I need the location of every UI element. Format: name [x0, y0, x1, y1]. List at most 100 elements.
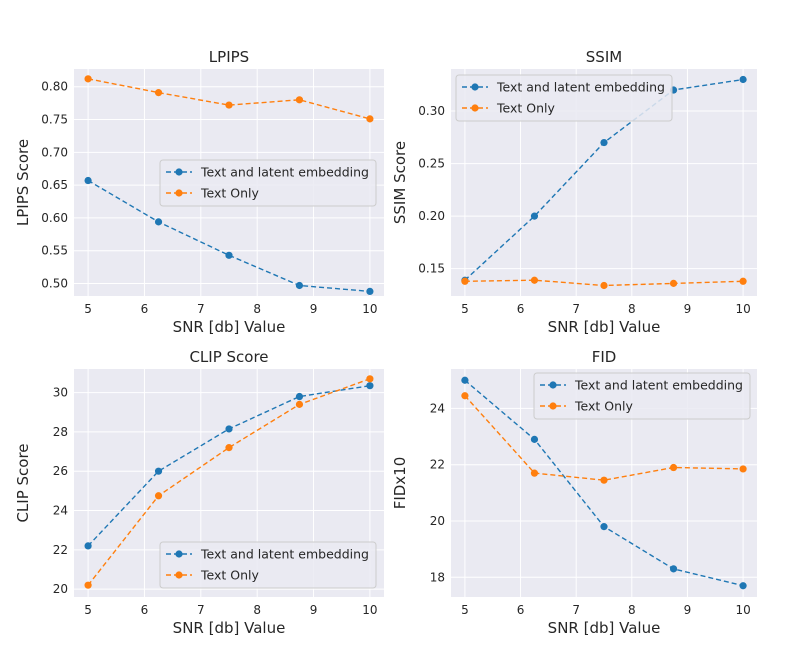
- clip-score-x-tick-label: 6: [141, 603, 149, 617]
- clip-score-text-and-latent-point: [154, 467, 163, 475]
- clip-score-x-axis-label: SNR [db] Value: [173, 619, 286, 637]
- clip-score-text-and-latent-point: [366, 382, 374, 390]
- ssim-legend-text-and-latent-label: Text and latent embedding: [496, 80, 665, 95]
- clip-score-legend-text-only-swatch-marker: [175, 571, 183, 579]
- lpips-x-tick-label: 10: [362, 302, 377, 316]
- lpips-text-only-point: [84, 75, 92, 83]
- fid-x-tick-label: 10: [735, 603, 750, 617]
- lpips-y-tick-label: 0.55: [41, 244, 68, 258]
- fid-x-tick-label: 8: [628, 603, 636, 617]
- clip-score-text-only-point: [295, 400, 304, 408]
- fid-text-and-latent-point: [600, 523, 608, 531]
- plot-clip-score: 5 6 7 8 9 10 20 22 24 26 28 30 CLIP Score SNR [db] Va…: [14, 348, 384, 637]
- ssim-y-tick-label: 0.15: [418, 262, 445, 276]
- ssim-text-only-point: [461, 277, 469, 285]
- fid-text-only-line: [464, 395, 744, 481]
- ssim-y-tick-label: 0.20: [418, 209, 445, 223]
- fid-text-only-point: [669, 463, 678, 472]
- clip-score-legend-text-and-latent-label: Text and latent embedding: [200, 547, 369, 562]
- clip-score-text-and-latent-point: [84, 542, 92, 550]
- clip-score-y-tick-label: 28: [53, 425, 68, 439]
- ssim-x-tick-label: 9: [684, 302, 692, 316]
- lpips-y-axis-label: LPIPS Score: [14, 139, 32, 226]
- fid-x-tick-label: 6: [517, 603, 525, 617]
- ssim-text-only-point: [669, 279, 678, 287]
- fid-title: FID: [592, 348, 617, 366]
- fid-legend-frame: [533, 372, 751, 420]
- clip-score-y-tick-label: 24: [53, 504, 68, 518]
- fid-text-only-point: [461, 392, 469, 400]
- plot-lpips: 5 6 7 8 9 10 0.50 0.55 0.60 0.65 0.70 0.75 0.80 LPIPS…: [14, 48, 384, 336]
- lpips-y-tick-label: 0.70: [41, 145, 68, 159]
- fid-legend-text-and-latent-swatch-marker: [549, 381, 557, 389]
- fid-y-tick-label: 22: [430, 458, 445, 472]
- lpips-text-and-latent-point: [225, 251, 233, 259]
- lpips-y-tick-label: 0.50: [41, 277, 68, 291]
- fid-text-and-latent-point: [461, 376, 469, 384]
- ssim-x-tick-label: 10: [735, 302, 750, 316]
- ssim-text-only-point: [530, 276, 539, 284]
- lpips-legend-frame: [159, 159, 377, 207]
- ssim-legend: Text and latent embedding Text Only: [455, 74, 673, 122]
- fid-text-only-point: [739, 465, 747, 473]
- clip-score-x-tick-label: 5: [84, 603, 92, 617]
- clip-score-y-axis-label: CLIP Score: [14, 443, 32, 522]
- lpips-legend-text-only-label: Text Only: [200, 186, 259, 201]
- ssim-legend-frame: [455, 74, 673, 122]
- clip-score-text-and-latent-point: [295, 392, 304, 401]
- clip-score-y-tick-label: 26: [53, 464, 68, 478]
- lpips-legend-text-and-latent-swatch-marker: [175, 168, 183, 176]
- lpips-text-only-point: [154, 89, 163, 97]
- clip-score-y-tick-label: 30: [53, 386, 68, 400]
- lpips-x-tick-label: 6: [141, 302, 149, 316]
- ssim-title: SSIM: [586, 48, 622, 66]
- ssim-text-and-latent-point: [600, 138, 608, 147]
- lpips-legend: Text and latent embedding Text Only: [159, 159, 377, 207]
- fid-legend-text-and-latent-label: Text and latent embedding: [574, 378, 743, 393]
- ssim-legend-text-only-swatch-marker: [471, 104, 479, 112]
- fid-x-tick-label: 7: [572, 603, 580, 617]
- lpips-text-and-latent-point: [366, 287, 374, 296]
- clip-score-text-only-point: [366, 375, 374, 383]
- clip-score-x-tick-label: 7: [197, 603, 205, 617]
- plot-ssim: 5 6 7 8 9 10 0.15 0.20 0.25 0.30 SSIM SNR [db] Valu…: [391, 48, 757, 336]
- ssim-x-tick-label: 5: [461, 302, 469, 316]
- fid-text-and-latent-point: [739, 582, 747, 590]
- fid-y-tick-label: 18: [430, 570, 445, 584]
- lpips-text-and-latent-line: [87, 179, 370, 293]
- lpips-x-tick-label: 9: [310, 302, 318, 316]
- clip-score-legend-text-and-latent-swatch-marker: [175, 550, 183, 558]
- fid-text-only-point: [530, 469, 539, 477]
- clip-score-text-and-latent-point: [225, 425, 233, 433]
- ssim-y-tick-label: 0.30: [418, 104, 445, 118]
- lpips-text-and-latent-point: [154, 218, 163, 226]
- lpips-legend-text-and-latent-label: Text and latent embedding: [200, 165, 369, 180]
- lpips-x-axis-label: SNR [db] Value: [173, 318, 286, 336]
- lpips-y-tick-label: 0.65: [41, 178, 68, 192]
- lpips-text-and-latent-point: [84, 176, 92, 185]
- fid-legend: Text and latent embedding Text Only: [533, 372, 751, 420]
- ssim-x-tick-label: 8: [628, 302, 636, 316]
- ssim-x-tick-label: 6: [517, 302, 525, 316]
- lpips-title: LPIPS: [209, 48, 249, 66]
- fid-x-tick-label: 5: [461, 603, 469, 617]
- clip-score-legend-text-only-label: Text Only: [200, 568, 259, 583]
- clip-score-legend: Text and latent embedding Text Only: [159, 541, 377, 589]
- ssim-y-axis-label: SSIM Score: [391, 141, 409, 224]
- lpips-y-tick-label: 0.60: [41, 211, 68, 225]
- clip-score-y-tick-label: 22: [53, 543, 68, 557]
- fid-x-axis-label: SNR [db] Value: [548, 619, 661, 637]
- clip-score-x-tick-label: 10: [362, 603, 377, 617]
- ssim-text-and-latent-point: [739, 75, 747, 84]
- lpips-y-tick-label: 0.80: [41, 80, 68, 94]
- fid-text-only-point: [600, 476, 608, 484]
- lpips-legend-text-only-swatch-marker: [175, 189, 183, 197]
- lpips-x-tick-label: 8: [253, 302, 261, 316]
- lpips-x-tick-label: 7: [197, 302, 205, 316]
- clip-score-text-only-point: [154, 492, 163, 500]
- lpips-x-tick-label: 5: [84, 302, 92, 316]
- clip-score-text-only-point: [225, 444, 233, 452]
- ssim-text-only-point: [739, 277, 747, 285]
- ssim-x-tick-label: 7: [572, 302, 580, 316]
- lpips-text-only-point: [366, 115, 374, 123]
